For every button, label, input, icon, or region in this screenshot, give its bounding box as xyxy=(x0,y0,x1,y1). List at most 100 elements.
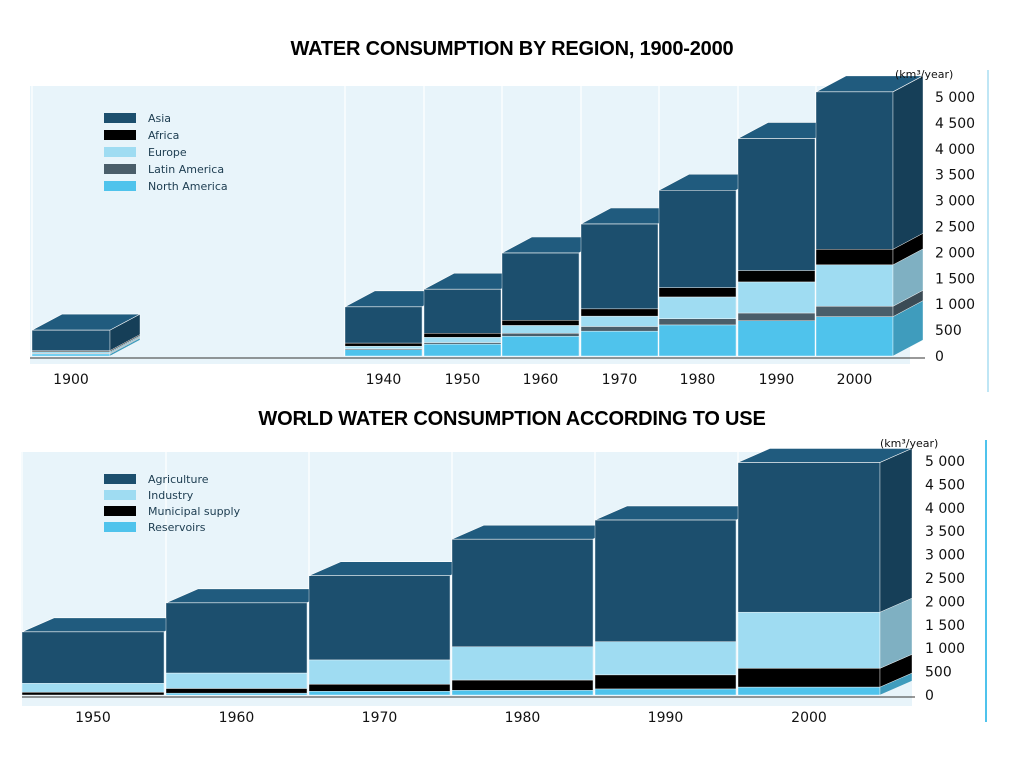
y-tick-label: 1 500 xyxy=(925,618,965,634)
bar-segment-municipal-supply-2000 xyxy=(737,668,881,688)
y-tick-label: 1 000 xyxy=(935,297,975,313)
region-consumption-chart: 1900 1940 1950 1960 1970 1980 1990 2000 5 000 4 5… xyxy=(30,68,989,392)
y-tick-label: 2 000 xyxy=(925,594,965,610)
x-tick-label-1980: 1980 xyxy=(680,372,716,388)
legend-label-municipal-supply: Municipal supply xyxy=(148,505,241,518)
x-tick-label-1990: 1990 xyxy=(648,710,684,726)
bar-side-agriculture-2000 xyxy=(879,448,913,613)
bar-segment-asia-2000 xyxy=(815,91,894,250)
legend-swatch-europe xyxy=(104,147,136,157)
x-tick-label-1900: 1900 xyxy=(53,372,89,388)
bar-top-1900 xyxy=(31,313,141,331)
y-tick-label: 500 xyxy=(935,323,962,339)
legend-swatch-industry xyxy=(104,490,136,500)
legend-label-europe: Europe xyxy=(148,146,187,159)
bar-segment-industry-1990 xyxy=(594,641,737,676)
bar-segment-reservoirs-1990 xyxy=(594,688,737,696)
legend-label-latin-america: Latin America xyxy=(148,163,224,176)
bar-segment-agriculture-1980 xyxy=(451,538,594,647)
legend-swatch-municipal-supply xyxy=(104,506,136,516)
bar-segment-europe-2000 xyxy=(815,264,894,307)
bar-segment-municipal-supply-1990 xyxy=(594,674,737,690)
x-tick-label-1950: 1950 xyxy=(75,710,111,726)
y-tick-label: 1 500 xyxy=(935,271,975,287)
bar-segment-reservoirs-1960 xyxy=(165,692,308,696)
legend-label-africa: Africa xyxy=(148,129,179,142)
bar-segment-reservoirs-1970 xyxy=(308,691,451,696)
y-tick-label: 3 500 xyxy=(935,168,975,184)
y-tick-label: 5 000 xyxy=(935,90,975,106)
legend-swatch-asia xyxy=(104,113,136,123)
y-tick-label: 2 000 xyxy=(935,245,975,261)
bar-segment-north-america-1970 xyxy=(580,330,659,357)
bar-segment-industry-2000 xyxy=(737,611,881,669)
bar-segment-north-america-1990 xyxy=(737,320,816,357)
bar-segment-europe-1990 xyxy=(737,281,816,314)
bar-segment-industry-1960 xyxy=(165,672,308,689)
y-tick-label: 0 xyxy=(925,688,934,704)
bar-segment-asia-1940 xyxy=(344,306,423,344)
bar-segment-asia-1950 xyxy=(423,288,502,334)
bar-segment-industry-1980 xyxy=(451,646,594,681)
x-tick-label-1940: 1940 xyxy=(366,372,402,388)
legend-swatch-reservoirs xyxy=(104,522,136,532)
bar-segment-agriculture-1990 xyxy=(594,519,737,642)
bar-segment-reservoirs-2000 xyxy=(737,686,881,696)
legend-label-industry: Industry xyxy=(148,489,194,502)
bar-segment-agriculture-1950 xyxy=(21,631,165,684)
bar-segment-reservoirs-1980 xyxy=(451,690,594,696)
bar-segment-industry-1970 xyxy=(308,659,451,685)
legend-swatch-north-america xyxy=(104,181,136,191)
x-tick-label-1970: 1970 xyxy=(602,372,638,388)
y-tick-label: 2 500 xyxy=(925,571,965,587)
legend-swatch-latin-america xyxy=(104,164,136,174)
legend-swatch-agriculture xyxy=(104,474,136,484)
bar-segment-municipal-supply-1980 xyxy=(451,679,594,691)
x-tick-label-2000: 2000 xyxy=(791,710,827,726)
bar-segment-agriculture-1970 xyxy=(308,575,451,661)
legend-label-north-america: North America xyxy=(148,180,228,193)
bar-segment-municipal-supply-1970 xyxy=(308,684,451,692)
y-tick-label: 5 000 xyxy=(925,454,965,470)
y-tick-label: 4 000 xyxy=(935,142,975,158)
y-tick-label: 3 000 xyxy=(935,194,975,210)
bar-segment-industry-1950 xyxy=(21,683,165,693)
x-tick-label-2000: 2000 xyxy=(837,372,873,388)
legend-label-asia: Asia xyxy=(148,112,171,125)
y-tick-label: 3 000 xyxy=(925,548,965,564)
y-tick-label: 4 000 xyxy=(925,501,965,517)
x-tick-label-1970: 1970 xyxy=(362,710,398,726)
chart-title-region: WATER CONSUMPTION BY REGION, 1900-2000 xyxy=(290,38,734,60)
legend-label-reservoirs: Reservoirs xyxy=(148,521,206,534)
legend-label-agriculture: Agriculture xyxy=(148,473,209,486)
y-tick-label: 2 500 xyxy=(935,220,975,236)
legend-swatch-africa xyxy=(104,130,136,140)
bar-segment-asia-1970 xyxy=(580,223,659,310)
y-tick-label: 3 500 xyxy=(925,524,965,540)
chart-title-use: WORLD WATER CONSUMPTION ACCORDING TO USE xyxy=(258,408,766,430)
bar-top-2000 xyxy=(815,75,924,93)
unit-label: (km³/year) xyxy=(880,437,938,450)
y-tick-label: 500 xyxy=(925,665,952,681)
x-tick-label-1950: 1950 xyxy=(445,372,481,388)
y-tick-label: 0 xyxy=(935,349,944,365)
y-tick-label: 1 000 xyxy=(925,641,965,657)
x-tick-label-1980: 1980 xyxy=(505,710,541,726)
bar-segment-agriculture-1960 xyxy=(165,602,308,674)
bar-top-2000 xyxy=(737,448,913,463)
bar-segment-asia-1980 xyxy=(658,190,737,288)
bar-segment-municipal-supply-1960 xyxy=(165,688,308,694)
x-tick-label-1960: 1960 xyxy=(523,372,559,388)
bar-segment-asia-1990 xyxy=(737,138,816,271)
bar-segment-agriculture-2000 xyxy=(737,462,881,613)
unit-label: (km³/year) xyxy=(895,68,953,81)
bar-segment-north-america-2000 xyxy=(815,316,894,357)
y-tick-label: 4 500 xyxy=(935,116,975,132)
bar-segment-asia-1960 xyxy=(501,252,580,321)
bar-segment-north-america-1980 xyxy=(658,324,737,357)
y-tick-label: 4 500 xyxy=(925,477,965,493)
bar-segment-municipal-supply-1950 xyxy=(21,691,165,696)
x-tick-label-1990: 1990 xyxy=(759,372,795,388)
x-tick-label-1960: 1960 xyxy=(219,710,255,726)
